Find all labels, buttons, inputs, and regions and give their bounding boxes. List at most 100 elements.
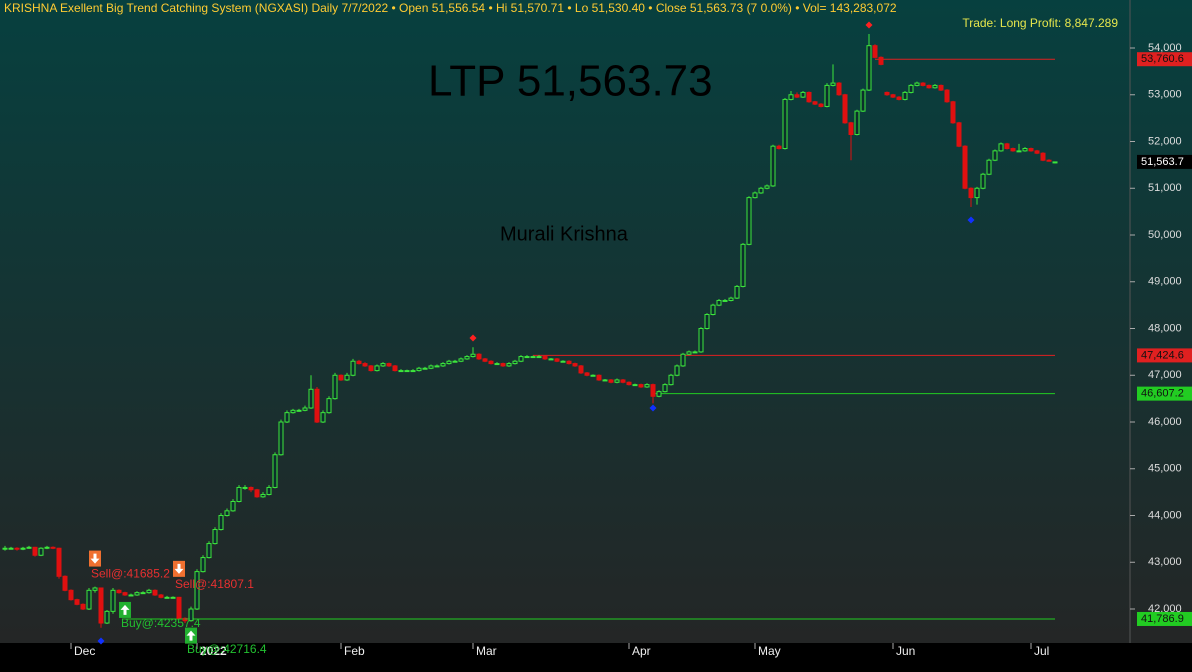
candle-body — [878, 56, 884, 65]
candle-body — [182, 617, 188, 622]
candle-body — [38, 547, 44, 556]
buy-label: Buy@:42716.4 — [187, 642, 267, 656]
y-tick-label: 46,000 — [1148, 416, 1182, 428]
candle-body — [68, 589, 74, 601]
candle-body — [350, 360, 356, 376]
candle-body — [1010, 148, 1016, 152]
candle-body — [860, 89, 866, 112]
candle-body — [290, 409, 296, 414]
candle-body — [632, 384, 638, 387]
candle-body — [428, 365, 434, 369]
candle-body — [992, 150, 998, 161]
candle-body — [494, 363, 500, 366]
candle-body — [662, 384, 668, 393]
candle-body — [26, 546, 32, 549]
trade-summary: Trade: Long Profit: 8,847.289 — [962, 16, 1118, 30]
candle-body — [884, 91, 890, 96]
candle-body — [8, 547, 14, 550]
candle-body — [890, 94, 896, 98]
level-label-box — [1137, 611, 1192, 626]
signal-diamond — [865, 21, 873, 29]
candle-body — [50, 546, 56, 549]
buy-arrow — [120, 604, 130, 615]
x-tick-label: Apr — [632, 644, 651, 658]
candle-body — [242, 486, 248, 489]
candle-body — [344, 374, 350, 381]
candle-body — [848, 122, 854, 135]
y-tick-label: 53,000 — [1148, 89, 1182, 101]
candle-body — [788, 94, 794, 100]
candle-body — [56, 547, 62, 577]
candle-body — [194, 571, 200, 610]
candle-body — [1016, 150, 1022, 153]
candle-body — [656, 391, 662, 397]
candle-body — [980, 173, 986, 189]
candle-body — [476, 353, 482, 360]
y-tick-label: 52,000 — [1148, 135, 1182, 147]
y-tick-label: 51,000 — [1148, 182, 1182, 194]
candle-body — [1034, 150, 1040, 154]
candle-body — [1022, 148, 1028, 152]
x-tick-label: Jul — [1034, 644, 1049, 658]
plot-background — [0, 0, 1192, 643]
candle-body — [206, 543, 212, 559]
candle-body — [926, 84, 932, 89]
candle-body — [98, 587, 104, 624]
candle-body — [62, 575, 68, 591]
candle-body — [746, 197, 752, 245]
candle-body — [326, 398, 332, 414]
candle-body — [104, 610, 110, 624]
candle-body — [740, 243, 746, 287]
candle-body — [386, 363, 392, 367]
candle-body — [32, 546, 38, 556]
candle-body — [752, 192, 758, 199]
candle-body — [872, 45, 878, 58]
candle-body — [404, 370, 410, 373]
candle-body — [458, 358, 464, 362]
x-tick-label: May — [758, 644, 781, 658]
candle-body — [686, 351, 692, 355]
candle-body — [710, 304, 716, 315]
candle-body — [602, 379, 608, 382]
candle-body — [824, 84, 830, 107]
candle-body — [626, 381, 632, 386]
candle-body — [524, 356, 530, 359]
candle-body — [818, 103, 824, 107]
candle-body — [434, 365, 440, 368]
candle-body — [260, 493, 266, 498]
candle-body — [1004, 143, 1010, 150]
buy-arrow — [186, 630, 196, 641]
candle-body — [902, 91, 908, 100]
candle-body — [776, 145, 782, 150]
x-tick-label: Jun — [896, 644, 915, 658]
y-tick-label: 48,000 — [1148, 322, 1182, 334]
candle-body — [854, 110, 860, 135]
candle-body — [794, 94, 800, 98]
candle-body — [224, 510, 230, 517]
sell-arrow — [174, 563, 184, 574]
candle-body — [146, 589, 152, 594]
candle-body — [158, 594, 164, 598]
candle-body — [356, 360, 362, 365]
level-label: 46,607.2 — [1141, 388, 1184, 400]
candle-body — [470, 353, 476, 358]
sell-label: Sell@:41807.1 — [175, 577, 254, 591]
level-label-box — [1137, 386, 1192, 401]
candle-body — [722, 299, 728, 302]
sell-label: Sell@:41685.2 — [91, 567, 170, 581]
candle-body — [236, 486, 242, 502]
candle-body — [842, 94, 848, 124]
candle-body — [974, 187, 980, 199]
candle-body — [440, 363, 446, 367]
candle-body — [590, 374, 596, 377]
candle-body — [188, 608, 194, 622]
candle-body — [314, 388, 320, 423]
candle-body — [44, 546, 50, 549]
candle-body — [938, 84, 944, 91]
candle-body — [638, 384, 644, 388]
candle-body — [92, 587, 98, 591]
ltp-text: LTP 51,563.73 — [428, 57, 713, 106]
level-label: 53,760.6 — [1141, 53, 1184, 65]
candle-body — [1046, 159, 1052, 162]
